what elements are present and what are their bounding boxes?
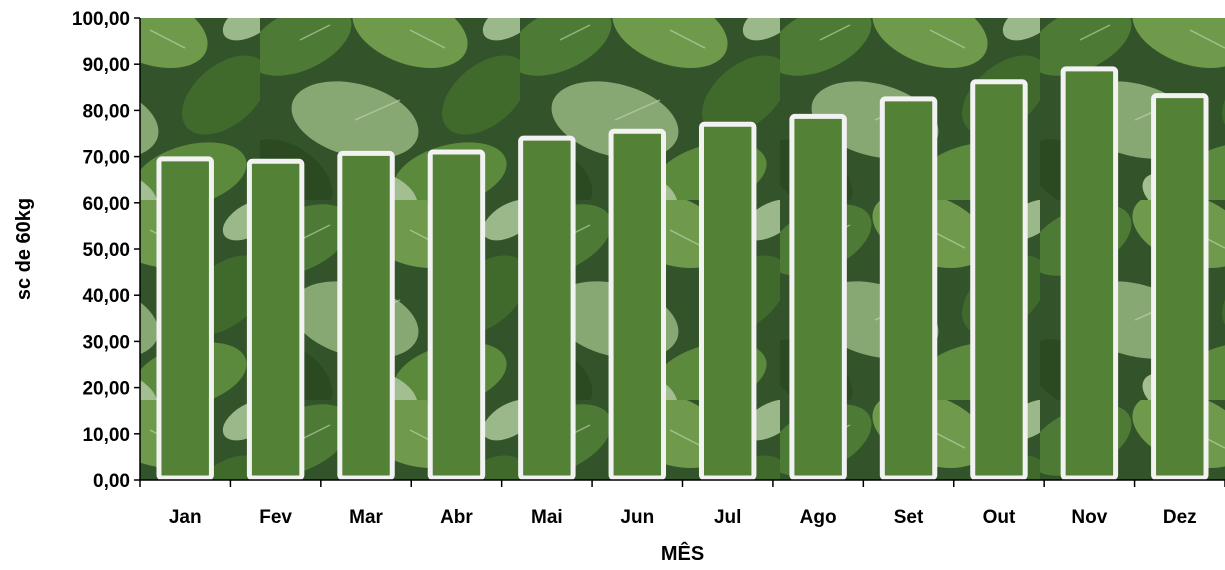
x-tick-label: Ago: [800, 507, 837, 528]
bar-set: [879, 96, 938, 481]
bar-series: [156, 66, 1209, 481]
bar-jun: [608, 128, 667, 481]
y-axis: 0,00 10,00 20,00 30,00 40,00 50,00 60,00 70,00 8…: [72, 9, 140, 492]
bar-fev: [246, 158, 305, 481]
bar-jan: [156, 156, 214, 481]
y-tick-label: 50,00: [82, 240, 130, 261]
x-tick-label: Set: [894, 507, 924, 528]
bar-jul: [698, 121, 757, 481]
y-tick-label: 0,00: [93, 471, 130, 492]
bar-mar: [337, 150, 395, 481]
y-axis-title: sc de 60kg: [13, 198, 35, 300]
bar-ago: [789, 113, 847, 481]
bar-out: [970, 79, 1028, 481]
x-tick-label: Abr: [440, 507, 473, 528]
x-tick-label: Mai: [531, 507, 563, 528]
x-tick-label: Dez: [1163, 507, 1197, 528]
x-tick-label: Jun: [620, 507, 654, 528]
x-tick-label: Jan: [169, 507, 202, 528]
y-tick-label: 30,00: [82, 332, 130, 353]
x-tick-label: Out: [983, 507, 1016, 528]
y-tick-label: 90,00: [82, 55, 130, 76]
bar-nov: [1060, 66, 1119, 481]
x-tick-label: Jul: [714, 507, 741, 528]
x-tick-label: Nov: [1071, 507, 1107, 528]
y-tick-label: 100,00: [72, 9, 130, 30]
y-tick-label: 80,00: [82, 101, 130, 122]
y-tick-label: 60,00: [82, 194, 130, 215]
x-axis-title: MÊS: [661, 541, 704, 565]
bar-abr: [427, 149, 486, 481]
x-tick-label: Fev: [259, 507, 292, 528]
y-tick-label: 70,00: [82, 148, 130, 169]
y-tick-label: 20,00: [82, 379, 130, 400]
y-tick-label: 40,00: [82, 286, 130, 307]
bar-dez: [1151, 93, 1209, 481]
y-tick-label: 10,00: [82, 425, 130, 446]
bar-mai: [518, 135, 576, 481]
plot-background-photo: [140, 18, 1225, 480]
x-tick-label: Mar: [349, 507, 383, 528]
x-axis: Jan Fev Mar Abr Mai Jun Jul Ago Set Out Nov Dez: [139, 480, 1225, 528]
